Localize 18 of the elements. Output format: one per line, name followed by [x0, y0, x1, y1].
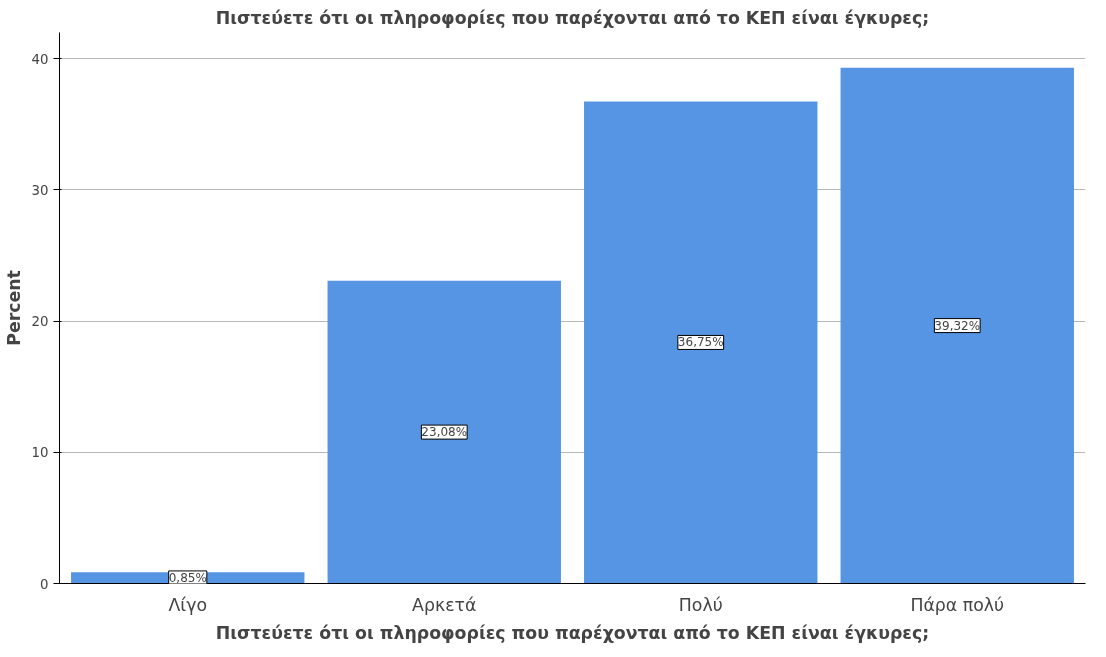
y-tick-label: 0	[40, 576, 49, 592]
y-axis-title: Percent	[3, 270, 24, 346]
x-tick-label: Λίγο	[168, 594, 208, 615]
data-label: 36,75%	[677, 335, 724, 350]
data-label: 39,32%	[934, 318, 981, 333]
y-tick-label: 10	[31, 445, 49, 461]
x-axis-title: Πιστεύετε ότι οι πληροφορίες που παρέχονται από το ΚΕΠ είναι έγκυρες;	[215, 622, 930, 643]
bar	[584, 101, 818, 584]
x-tick-label: Αρκετά	[412, 594, 477, 615]
chart-title: Πιστεύετε ότι οι πληροφορίες που παρέχονται από το ΚΕΠ είναι έγκυρες;	[215, 7, 930, 28]
bar	[840, 67, 1074, 584]
x-tick-label: Πολύ	[678, 594, 723, 615]
y-tick-label: 20	[31, 314, 49, 330]
data-label: 23,08%	[421, 425, 468, 440]
x-tick-label: Πάρα πολύ	[910, 594, 1005, 615]
bar	[327, 280, 561, 584]
y-tick-label: 40	[31, 51, 49, 67]
y-tick-label: 30	[31, 182, 49, 198]
